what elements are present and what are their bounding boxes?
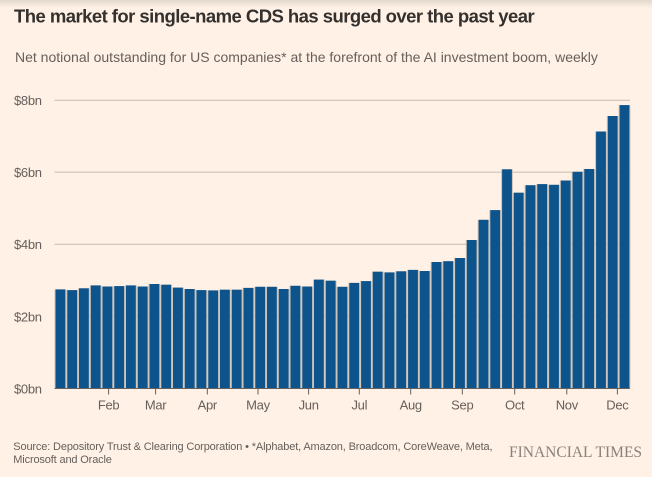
svg-text:Mar: Mar: [145, 397, 167, 412]
svg-text:$8bn: $8bn: [14, 93, 42, 108]
svg-text:$4bn: $4bn: [14, 237, 42, 252]
svg-text:The market for single-name CDS: The market for single-name CDS has surge…: [14, 5, 534, 26]
svg-text:Nov: Nov: [556, 397, 579, 412]
svg-text:Aug: Aug: [400, 397, 422, 412]
svg-text:$6bn: $6bn: [14, 165, 42, 180]
svg-text:Dec: Dec: [606, 397, 629, 412]
svg-text:Sep: Sep: [451, 397, 473, 412]
svg-text:May: May: [246, 397, 270, 412]
svg-text:Apr: Apr: [198, 397, 218, 412]
svg-text:Net notional outstanding for U: Net notional outstanding for US companie…: [15, 49, 598, 65]
svg-text:$2bn: $2bn: [14, 309, 42, 324]
svg-text:FINANCIAL TIMES: FINANCIAL TIMES: [509, 444, 642, 461]
svg-text:Source: Depository Trust & Cle: Source: Depository Trust & Clearing Corp…: [13, 441, 492, 453]
svg-text:Jun: Jun: [299, 397, 319, 412]
svg-text:Feb: Feb: [98, 397, 120, 412]
svg-text:Oct: Oct: [505, 397, 525, 412]
svg-text:Microsoft and Oracle: Microsoft and Oracle: [13, 454, 112, 466]
svg-text:Jul: Jul: [351, 397, 367, 412]
svg-text:$0bn: $0bn: [14, 381, 42, 396]
